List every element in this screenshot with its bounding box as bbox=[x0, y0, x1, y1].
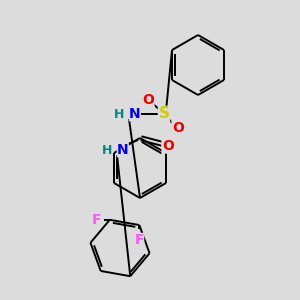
Text: O: O bbox=[162, 139, 174, 153]
Text: S: S bbox=[158, 106, 169, 122]
Text: O: O bbox=[172, 121, 184, 135]
Text: O: O bbox=[142, 93, 154, 107]
Text: H: H bbox=[114, 107, 124, 121]
Text: F: F bbox=[134, 233, 144, 247]
Text: N: N bbox=[117, 143, 129, 157]
Text: N: N bbox=[129, 107, 141, 121]
Text: F: F bbox=[92, 213, 102, 227]
Text: H: H bbox=[102, 143, 112, 157]
